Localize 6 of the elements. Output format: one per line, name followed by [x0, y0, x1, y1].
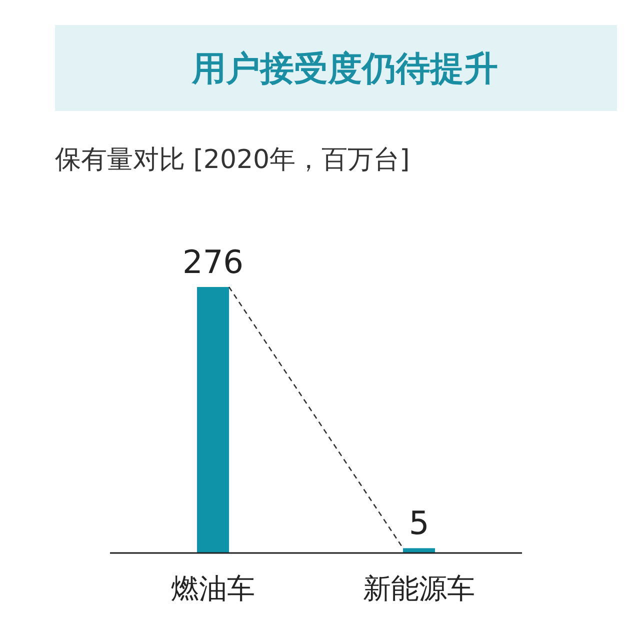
chart-title: 用户接受度仍待提升	[191, 49, 498, 89]
x-tick-label: 新能源车	[363, 572, 475, 605]
chart-subtitle: 保有量对比 [2020年，百万台]	[55, 145, 410, 175]
data-label: 5	[408, 504, 430, 542]
data-label: 276	[182, 243, 244, 281]
x-tick-label: 燃油车	[171, 572, 255, 605]
